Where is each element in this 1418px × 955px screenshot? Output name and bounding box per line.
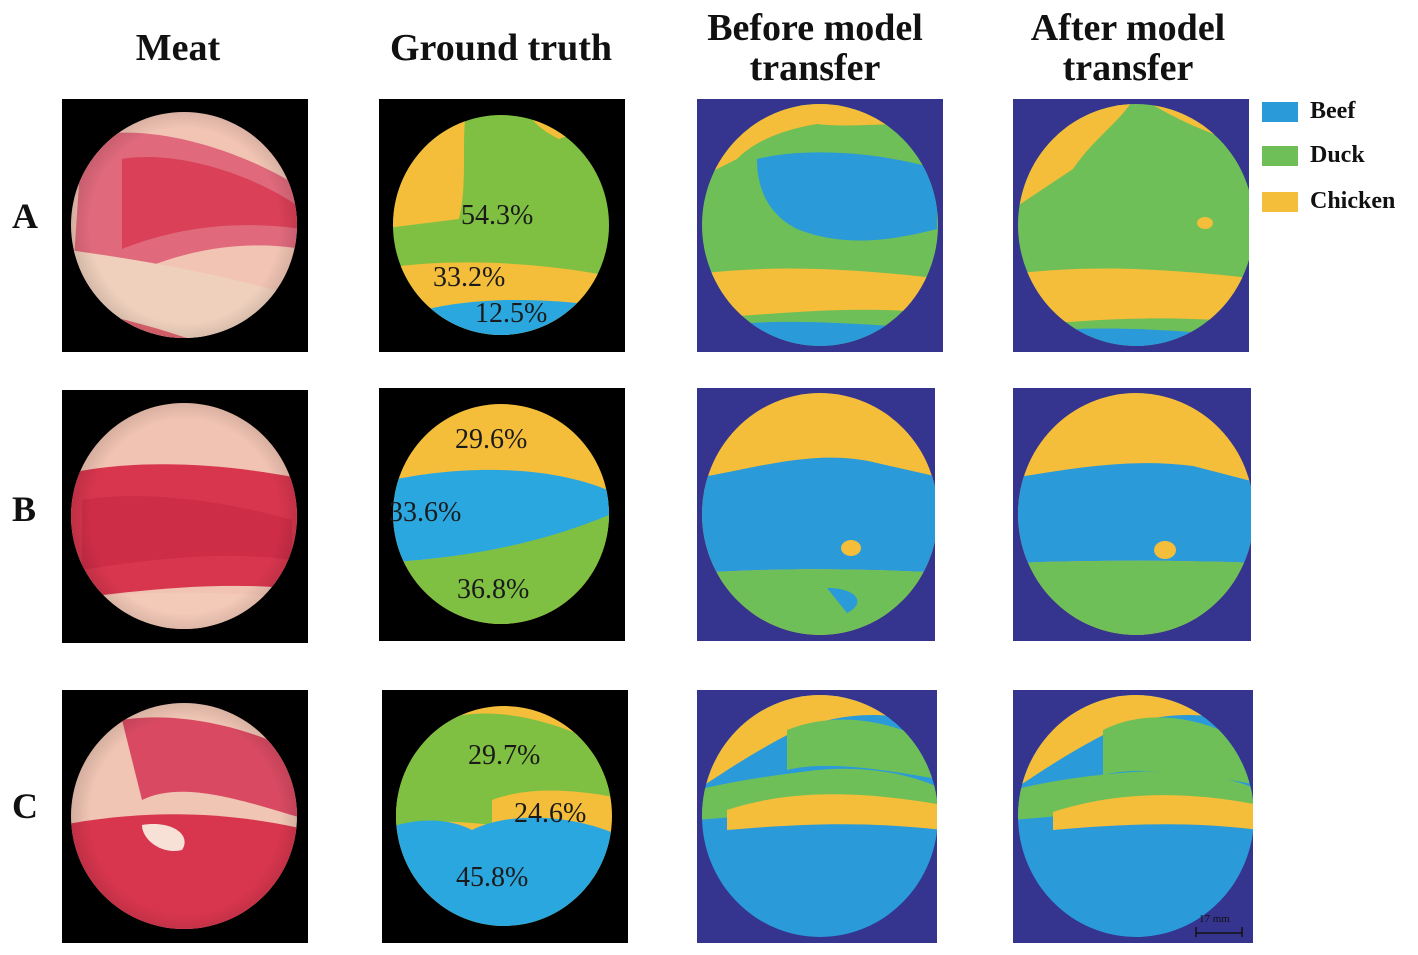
ground-truth-a: 54.3% 33.2% 12.5%: [379, 99, 625, 352]
column-header-meat: Meat: [135, 27, 221, 69]
meat-image-c: [62, 690, 308, 943]
ground-truth-c: 29.7% 24.6% 45.8%: [382, 690, 628, 943]
gt-a-duck-pct: 54.3%: [461, 200, 533, 231]
column-header-after: After model transfer: [1000, 8, 1256, 88]
legend-swatch-chicken: [1262, 192, 1298, 212]
after-map-b: [1013, 388, 1251, 641]
gt-c-duck-pct: 29.7%: [468, 740, 540, 771]
legend-swatch-duck: [1262, 146, 1298, 166]
column-header-before-line1: Before model: [707, 7, 923, 49]
legend-label-chicken: Chicken: [1310, 188, 1396, 214]
gt-a-chicken-pct: 33.2%: [433, 262, 505, 293]
before-map-a: [697, 99, 943, 352]
legend-swatch-beef: [1262, 102, 1298, 122]
column-header-after-line2: transfer: [1062, 47, 1194, 89]
column-header-before-line2: transfer: [749, 47, 881, 89]
before-map-b: [697, 388, 935, 641]
meat-image-b: [62, 390, 308, 643]
column-header-ground-truth: Ground truth: [389, 27, 613, 69]
gt-a-beef-pct: 12.5%: [475, 298, 547, 329]
column-header-before: Before model transfer: [680, 8, 950, 88]
gt-c-beef-pct: 45.8%: [456, 862, 528, 893]
scale-bar: 17 mm: [1195, 913, 1243, 937]
after-map-c: 17 mm: [1013, 690, 1253, 943]
column-header-after-line1: After model: [1030, 7, 1226, 49]
gt-b-chicken-pct: 29.6%: [455, 424, 527, 455]
ground-truth-b: 29.6% 33.6% 36.8%: [379, 388, 625, 641]
row-label-a: A: [12, 196, 38, 236]
legend-label-duck: Duck: [1310, 142, 1365, 168]
row-label-c: C: [12, 786, 38, 826]
gt-c-chicken-pct: 24.6%: [514, 798, 586, 829]
before-map-c: [697, 690, 937, 943]
after-map-a: [1013, 99, 1249, 352]
row-label-b: B: [12, 489, 37, 529]
gt-b-beef-pct: 33.6%: [389, 497, 461, 528]
scale-bar-label: 17 mm: [1199, 913, 1230, 925]
legend-label-beef: Beef: [1310, 98, 1356, 124]
meat-image-a: [62, 99, 308, 352]
gt-b-duck-pct: 36.8%: [457, 574, 529, 605]
